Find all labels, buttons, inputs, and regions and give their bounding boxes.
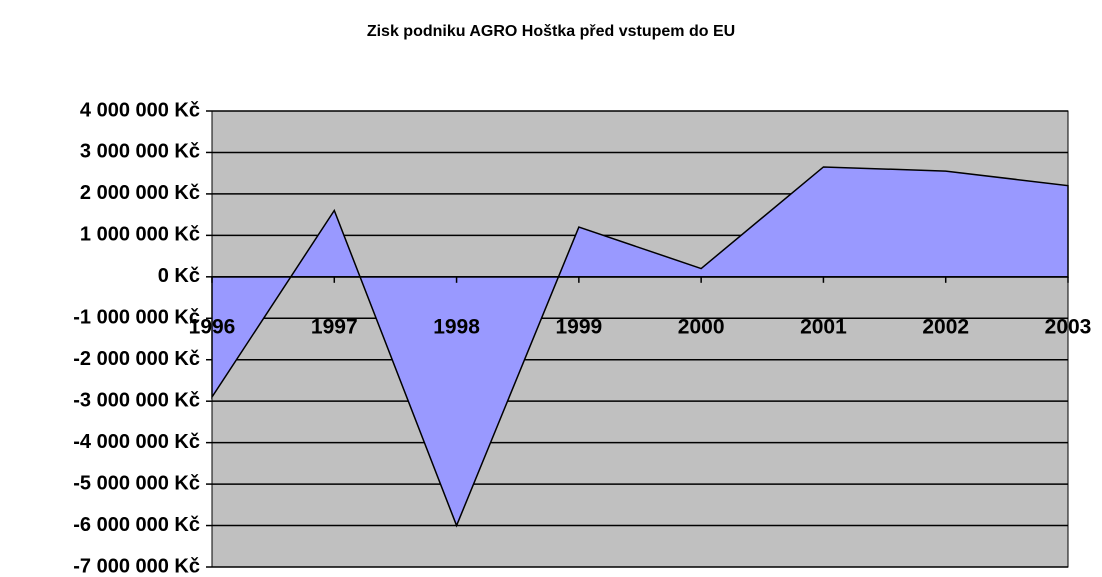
y-tick-label: -1 000 000 Kč [73, 307, 200, 329]
y-tick-label: -5 000 000 Kč [73, 472, 200, 494]
y-tick-label: -2 000 000 Kč [73, 348, 200, 370]
x-tick-label: 2002 [922, 315, 969, 338]
x-tick-label: 1997 [311, 315, 358, 338]
y-tick-label: 1 000 000 Kč [80, 224, 200, 246]
y-tick-label: -3 000 000 Kč [73, 389, 200, 411]
x-tick-label: 2000 [678, 315, 725, 338]
y-tick-label: 3 000 000 Kč [80, 141, 200, 163]
chart-title: Zisk podniku AGRO Hoštka před vstupem do… [367, 23, 735, 40]
y-tick-label: 2 000 000 Kč [80, 182, 200, 204]
x-tick-label: 2001 [800, 315, 847, 338]
x-tick-label: 2003 [1045, 315, 1092, 338]
y-tick-label: 4 000 000 Kč [80, 99, 200, 121]
x-tick-label: 1996 [189, 315, 236, 338]
x-tick-label: 1998 [433, 315, 480, 338]
y-tick-label: -7 000 000 Kč [73, 555, 200, 577]
y-tick-label: 0 Kč [158, 265, 200, 287]
x-tick-label: 1999 [555, 315, 602, 338]
area [211, 166, 1069, 528]
y-tick-label: -6 000 000 Kč [73, 514, 200, 536]
y-tick-label: -4 000 000 Kč [73, 431, 200, 453]
